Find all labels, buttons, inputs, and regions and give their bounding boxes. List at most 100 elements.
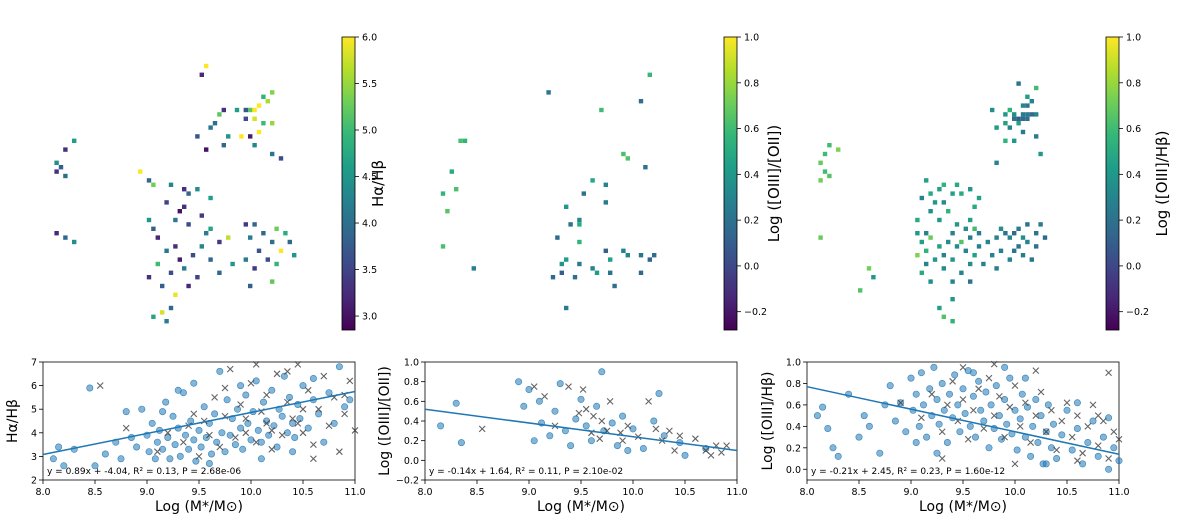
scatter-point-circle (902, 428, 910, 436)
map-pixel (981, 261, 986, 267)
scatter-point-circle (268, 386, 276, 394)
scatter-point-circle (192, 457, 200, 465)
map-1-pixels (54, 63, 297, 324)
scatter-point-circle (60, 462, 68, 470)
map-pixel (177, 209, 182, 214)
map-pixel (871, 275, 876, 280)
map-pixel (146, 217, 152, 223)
y-tick-label: −0.2 (396, 476, 419, 487)
map-pixel (72, 138, 77, 143)
scatter-point-circle (257, 455, 265, 463)
scatter-point-cross (1011, 460, 1019, 468)
map-pixel (243, 116, 248, 121)
map-pixel (252, 116, 257, 121)
scatter-point-circle (593, 402, 601, 410)
scatter-2-fit-line (424, 408, 738, 452)
scatter-point-cross (1011, 382, 1019, 389)
map-pixel (72, 239, 77, 245)
scatter-point-cross (1105, 455, 1112, 462)
map-pixel (1029, 257, 1034, 262)
scatter-point-circle (278, 412, 286, 420)
map-pixel (226, 134, 231, 139)
map-pixel (564, 204, 569, 209)
colorbar-3-label: Log ([OIII]/Hβ) (1153, 131, 1171, 237)
scatter-point-cross (1053, 446, 1060, 454)
scatter-point-circle (608, 419, 616, 427)
map-pixel (217, 239, 222, 245)
scatter-point-circle (182, 431, 190, 439)
scatter-point-circle (987, 401, 995, 409)
scatter-panel-1: 8.0 8.5 9.0 9.5 10.0 10.5 11.0 2 3 4 5 6 7 y = 0.89x… (5, 358, 366, 516)
map-pixel (1034, 231, 1039, 236)
scatter-point-circle (907, 374, 915, 382)
map-pixel (230, 261, 235, 267)
x-tick-label: 10.0 (1004, 487, 1025, 498)
scatter-point-circle (829, 444, 837, 452)
scatter-point-circle (263, 417, 271, 425)
scatter-point-circle (985, 444, 993, 452)
scatter-point-circle (997, 435, 1005, 443)
scatter-point-circle (824, 424, 832, 432)
scatter-point-cross (1079, 449, 1086, 457)
scatter-point-circle (886, 382, 894, 390)
scatter-point-cross (216, 443, 224, 451)
scatter-point-circle (681, 451, 689, 459)
scatter-point-circle (639, 444, 647, 452)
scatter-point-circle (164, 433, 172, 441)
y-tick-label: 4 (31, 428, 37, 439)
scatter-point-cross (676, 432, 684, 440)
scatter-point-circle (1089, 417, 1097, 425)
scatter-1-fit-line (42, 390, 356, 456)
scatter-point-cross (1089, 401, 1097, 409)
map-pixel (274, 261, 279, 267)
map-pixel (168, 270, 174, 275)
scatter-point-circle (1053, 454, 1061, 462)
map-pixel (954, 222, 960, 227)
scatter-point-circle (101, 450, 109, 458)
scatter-point-cross (970, 406, 977, 414)
scatter-3-ticks: 8.0 8.5 9.0 9.5 10.0 10.5 11.0 0.0 0.2 0.4 0.6 0.8 1… (786, 358, 1130, 499)
colorbar-1-label: Hα/Hβ (369, 160, 387, 207)
x-tick-label: 9.0 (903, 487, 918, 498)
map-pixel (941, 266, 946, 271)
colorbar-tick-label: 3.5 (362, 265, 377, 276)
map-pixel (1007, 125, 1012, 130)
map-pixel (625, 253, 630, 258)
map-pixel (994, 160, 999, 165)
colorbar-2 (723, 36, 738, 331)
scatter-point-cross (263, 391, 270, 399)
map-pixel (234, 107, 240, 113)
x-tick-label: 10.5 (674, 487, 695, 498)
scatter-point-cross (707, 452, 715, 459)
map-pixel (173, 244, 178, 249)
scatter-point-cross (336, 448, 343, 456)
x-tick-label: 11.0 (726, 487, 747, 498)
map-pixel (915, 217, 920, 223)
scatter-point-cross (1115, 435, 1123, 443)
scatter-point-circle (346, 396, 354, 404)
y-tick-label: 5 (31, 405, 37, 416)
scatter-point-cross (1068, 433, 1076, 441)
x-tick-label: 9.5 (573, 487, 588, 498)
x-tick-label: 8.0 (417, 487, 432, 498)
scatter-point-circle (577, 395, 585, 403)
scatter-point-circle (912, 390, 920, 398)
scatter-point-circle (452, 399, 460, 407)
map-pixel (559, 270, 564, 275)
scatter-point-circle (1068, 446, 1076, 454)
map-pixel (1034, 85, 1039, 91)
map-pixel (546, 90, 551, 95)
map-pixel (612, 283, 617, 289)
map-pixel (946, 209, 951, 214)
map-pixel (915, 253, 920, 258)
y-tick-label: 0.4 (786, 422, 801, 433)
map-pixel (968, 235, 973, 240)
scatter-3-points (813, 360, 1123, 473)
map-pixel (1016, 121, 1021, 126)
scatter-point-cross (652, 425, 660, 433)
scatter-point-cross (624, 422, 632, 430)
scatter-point-cross (579, 386, 587, 393)
y-tick-label: 2 (31, 476, 37, 487)
map-pixel (928, 279, 933, 284)
map-pixel (937, 217, 942, 223)
